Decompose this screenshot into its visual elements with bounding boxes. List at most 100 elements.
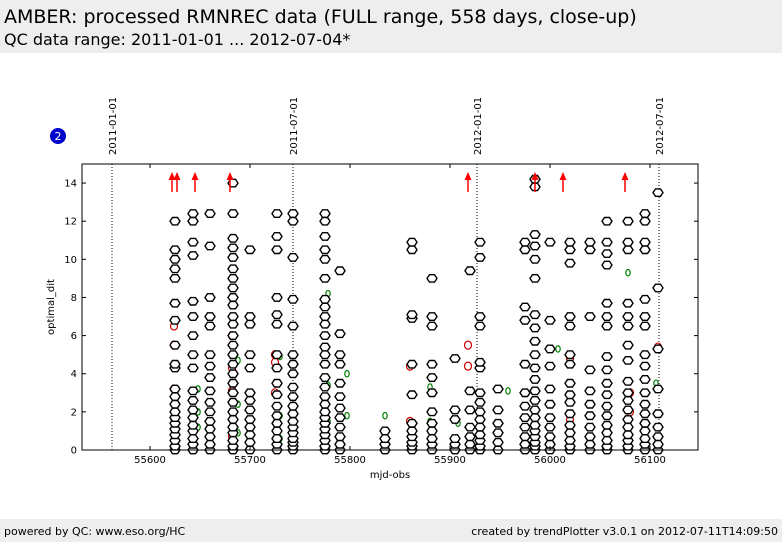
data-point <box>601 390 613 400</box>
data-point <box>204 432 216 442</box>
data-point <box>244 363 256 373</box>
data-point <box>319 399 331 409</box>
data-point <box>529 254 541 264</box>
data-point <box>287 321 299 331</box>
data-point <box>601 436 613 445</box>
date-marker-label: 2011-07-01 <box>289 97 300 155</box>
data-point <box>169 392 181 401</box>
y-tick-label: 0 <box>71 446 77 457</box>
data-point <box>519 432 531 442</box>
data-point <box>622 312 634 321</box>
x-tick-label: 55700 <box>234 455 266 466</box>
data-point <box>319 216 331 226</box>
out-of-range-arrowhead <box>168 172 176 180</box>
data-point <box>601 298 613 308</box>
data-point <box>187 396 199 405</box>
data-point <box>287 350 299 360</box>
data-point <box>287 369 299 379</box>
tertiary-point <box>344 411 350 420</box>
data-point <box>319 312 331 321</box>
data-point <box>426 388 438 398</box>
data-point <box>319 302 331 312</box>
data-point <box>287 382 299 392</box>
out-of-range-arrowhead <box>464 172 472 180</box>
data-point <box>529 413 541 422</box>
data-point <box>169 274 181 283</box>
data-point <box>204 361 216 371</box>
data-point <box>474 237 486 247</box>
data-point <box>406 426 418 436</box>
data-point <box>204 439 216 449</box>
data-point <box>519 422 531 432</box>
data-point <box>652 188 664 197</box>
data-point <box>169 407 181 417</box>
data-point <box>519 302 531 312</box>
secondary-point <box>463 361 473 371</box>
data-point <box>319 382 331 392</box>
data-point <box>244 319 256 329</box>
data-point <box>319 331 331 340</box>
data-point <box>204 386 216 396</box>
data-point <box>639 321 651 331</box>
data-point <box>464 432 476 442</box>
data-point <box>474 388 486 398</box>
data-point <box>426 274 438 283</box>
data-point <box>244 350 256 360</box>
data-point <box>584 432 596 442</box>
data-point <box>639 350 651 360</box>
data-point <box>601 428 613 438</box>
data-point <box>652 283 664 293</box>
data-point <box>227 331 239 340</box>
y-tick-label: 8 <box>71 293 77 304</box>
out-of-range-arrowhead <box>191 172 199 180</box>
data-point <box>406 359 418 369</box>
data-point <box>227 397 239 407</box>
data-point <box>564 359 576 369</box>
data-point <box>474 357 486 367</box>
data-point <box>474 312 486 321</box>
data-point <box>584 237 596 247</box>
data-point <box>244 422 256 432</box>
data-point <box>227 422 239 432</box>
tertiary-point <box>625 268 631 277</box>
data-point <box>406 418 418 428</box>
data-point <box>529 375 541 384</box>
data-point <box>601 401 613 411</box>
data-point <box>204 321 216 331</box>
data-point <box>271 363 283 373</box>
data-point <box>601 352 613 361</box>
data-point <box>227 243 239 253</box>
data-point <box>204 350 216 360</box>
data-point <box>426 373 438 382</box>
data-point <box>319 319 331 329</box>
data-point <box>187 296 199 306</box>
data-point <box>519 401 531 411</box>
data-point <box>519 439 531 449</box>
data-point <box>379 426 391 436</box>
data-point <box>544 237 556 247</box>
data-point <box>227 378 239 388</box>
data-point <box>639 399 651 409</box>
data-point <box>622 237 634 247</box>
data-point <box>204 424 216 434</box>
data-point <box>622 415 634 424</box>
data-point <box>639 237 651 247</box>
data-point <box>319 294 331 304</box>
data-point <box>287 417 299 426</box>
data-point <box>564 428 576 438</box>
data-point <box>271 434 283 443</box>
x-tick-label: 56000 <box>534 455 566 466</box>
data-point <box>464 266 476 276</box>
data-point <box>449 354 461 363</box>
data-point <box>639 409 651 419</box>
data-point <box>426 426 438 436</box>
data-point <box>622 245 634 255</box>
data-point <box>227 300 239 310</box>
data-point <box>169 399 181 409</box>
data-point <box>564 237 576 247</box>
data-point <box>584 422 596 432</box>
data-point <box>271 418 283 428</box>
data-point <box>227 388 239 398</box>
data-point <box>227 253 239 262</box>
data-point <box>271 310 283 320</box>
